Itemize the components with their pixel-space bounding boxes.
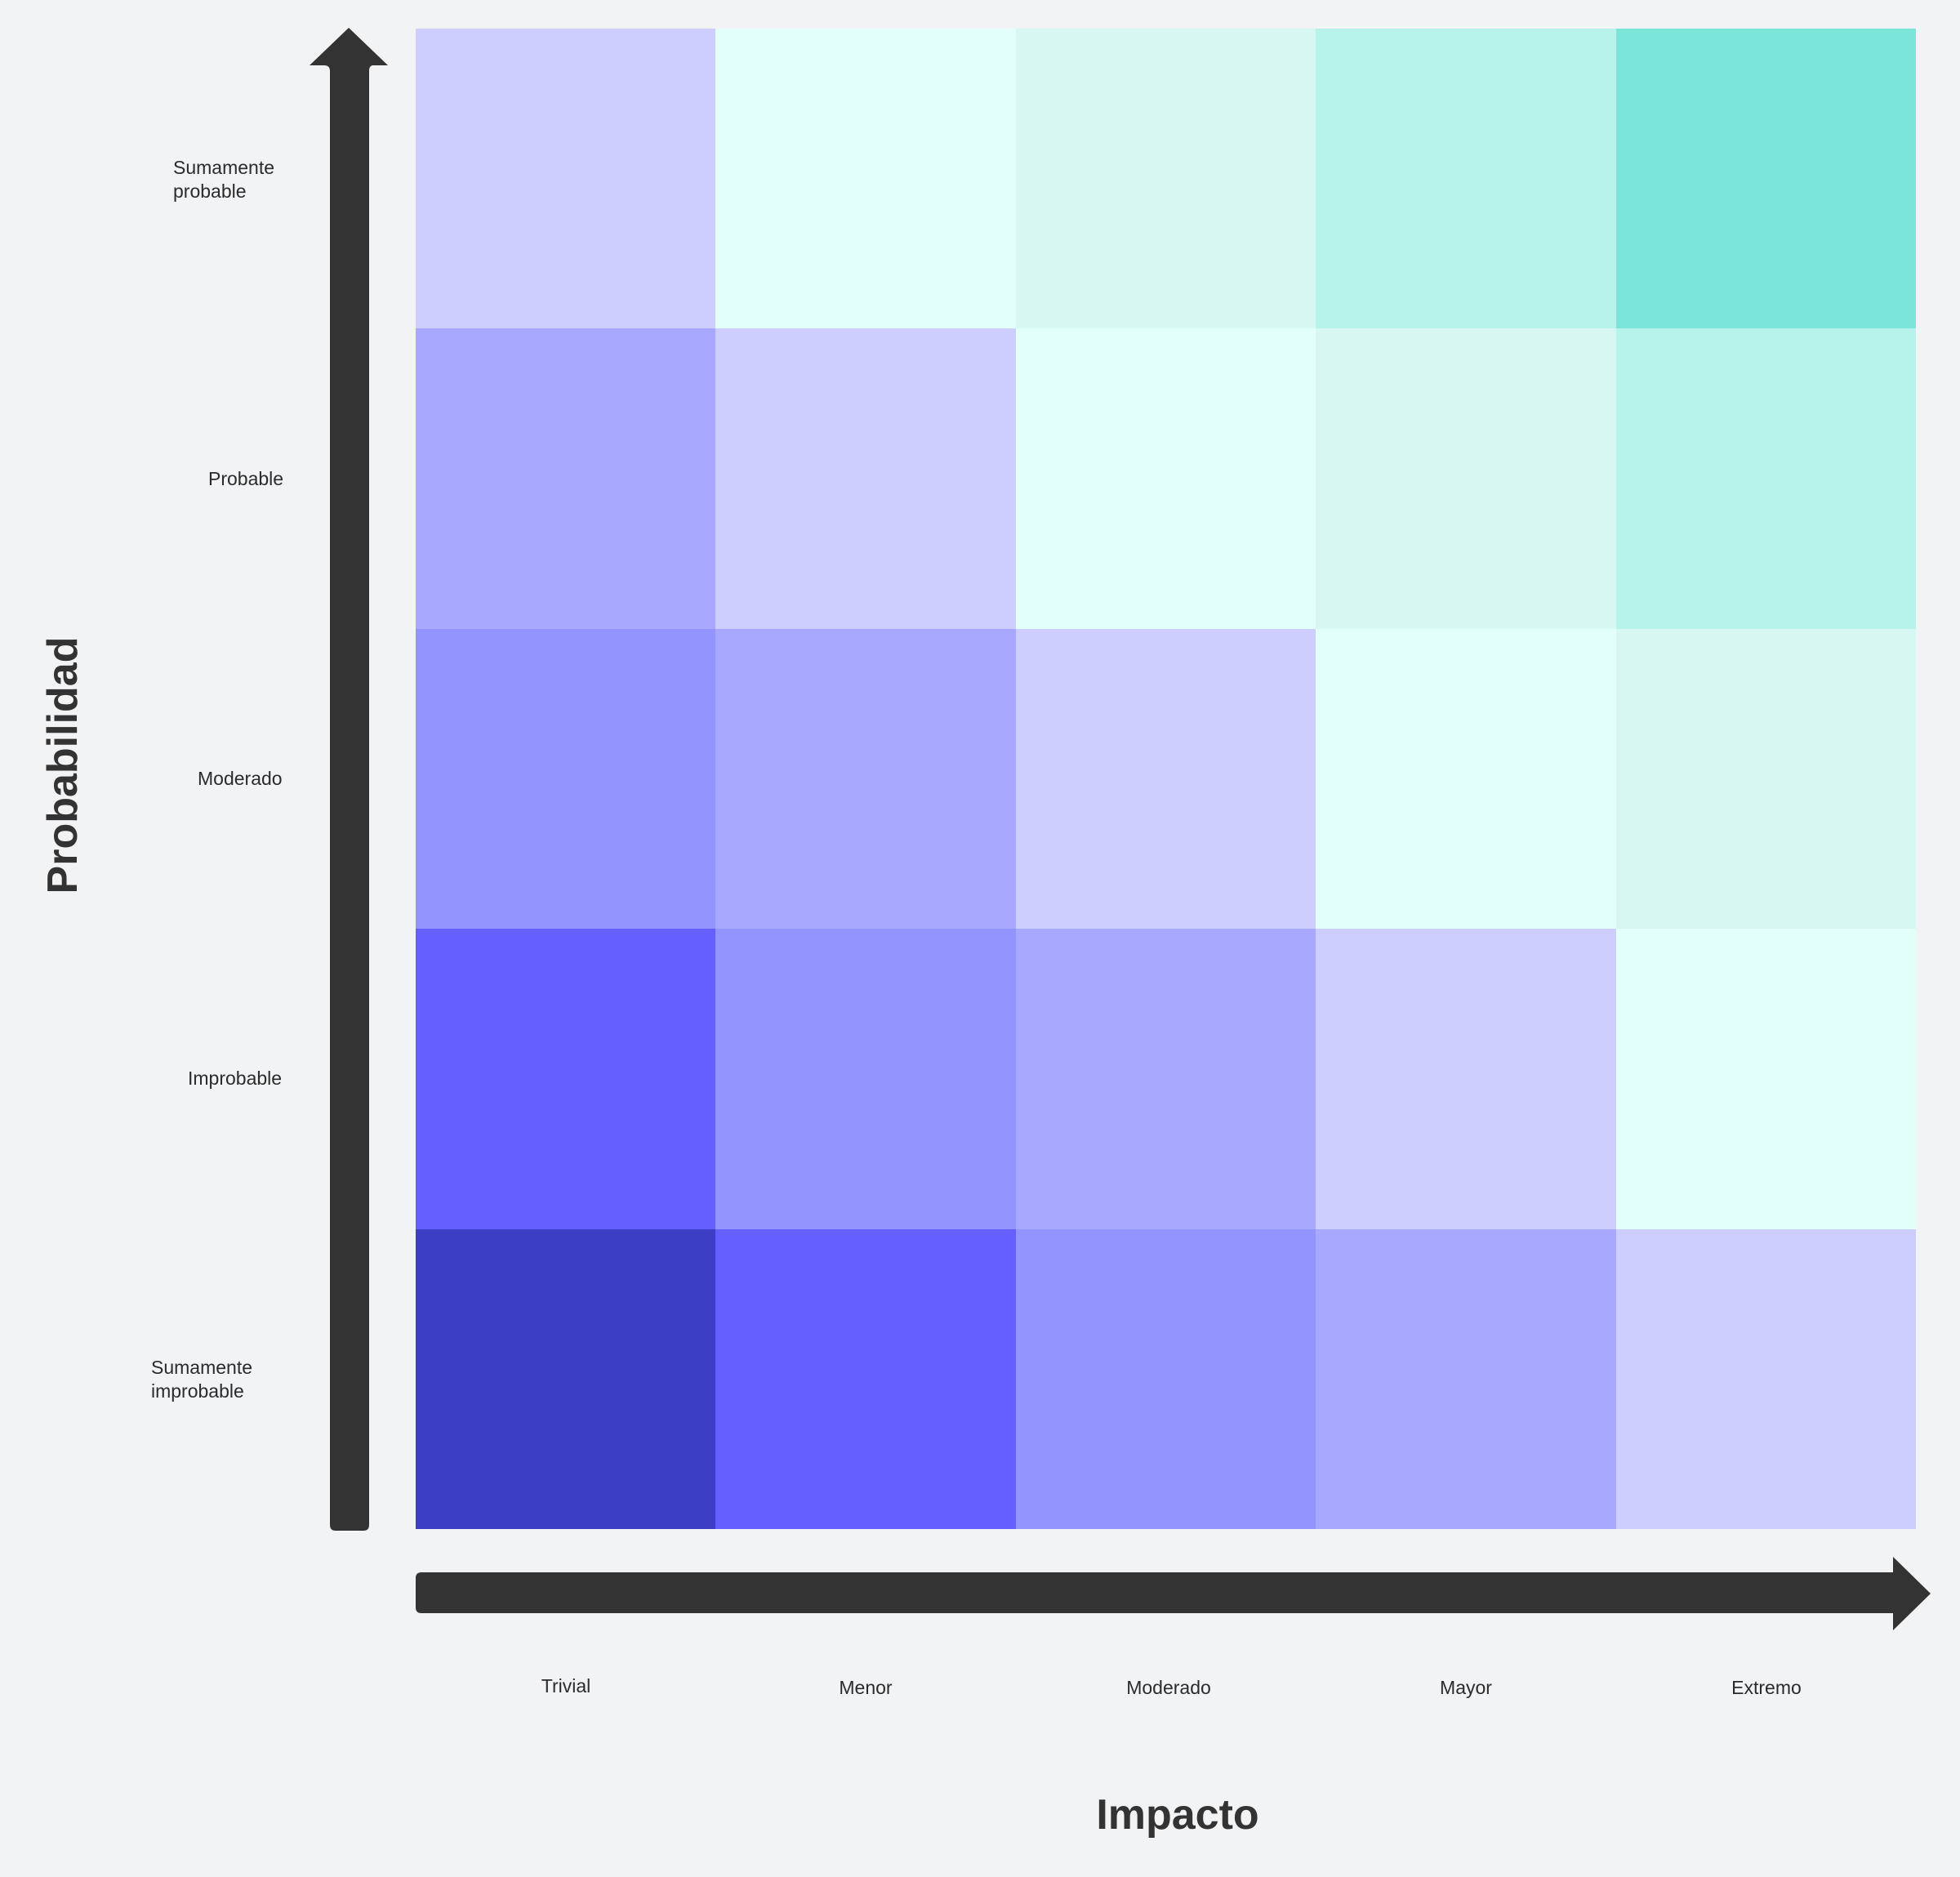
matrix-cell-moderado-trivial bbox=[416, 628, 716, 930]
matrix-cell-improbable-extremo bbox=[1615, 929, 1916, 1229]
matrix-cell-improbable-mayor bbox=[1316, 929, 1616, 1229]
matrix-cell-probable-menor bbox=[715, 328, 1016, 629]
matrix-cell-sumamente-improbable-menor bbox=[715, 1228, 1016, 1529]
risk-matrix bbox=[416, 29, 1916, 1529]
matrix-cell-sumamente-probable-moderado bbox=[1015, 29, 1316, 329]
matrix-cell-probable-mayor bbox=[1316, 328, 1616, 629]
y-axis-title: Probabilidad bbox=[39, 636, 87, 894]
matrix-cell-sumamente-probable-extremo bbox=[1615, 29, 1916, 329]
y-axis-arrow bbox=[310, 28, 388, 1531]
matrix-cell-sumamente-improbable-moderado bbox=[1015, 1228, 1316, 1529]
matrix-cell-probable-moderado bbox=[1015, 328, 1316, 629]
y-tick-sumamente-improbable: Sumamente improbable bbox=[151, 1357, 253, 1402]
matrix-cell-probable-trivial bbox=[416, 328, 716, 629]
y-tick-moderado: Moderado bbox=[198, 768, 283, 789]
y-tick-sumamente-probable: Sumamente probable bbox=[173, 157, 275, 202]
y-tick-improbable: Improbable bbox=[188, 1068, 283, 1089]
matrix-cell-moderado-extremo bbox=[1615, 628, 1916, 930]
x-axis-arrow bbox=[416, 1557, 1931, 1630]
matrix-cell-moderado-moderado bbox=[1015, 628, 1316, 930]
x-tick-moderado: Moderado bbox=[1126, 1677, 1211, 1698]
matrix-cell-moderado-mayor bbox=[1316, 628, 1616, 930]
matrix-cell-sumamente-probable-menor bbox=[715, 29, 1016, 329]
matrix-cell-probable-extremo bbox=[1615, 328, 1916, 629]
x-tick-extremo: Extremo bbox=[1731, 1677, 1802, 1698]
x-tick-menor: Menor bbox=[839, 1677, 893, 1698]
x-tick-trivial: Trivial bbox=[541, 1675, 591, 1696]
y-tick-probable: Probable bbox=[208, 468, 284, 489]
matrix-cell-improbable-moderado bbox=[1015, 929, 1316, 1229]
matrix-cell-improbable-menor bbox=[715, 929, 1016, 1229]
matrix-cell-sumamente-probable-mayor bbox=[1316, 29, 1616, 329]
matrix-cell-sumamente-improbable-mayor bbox=[1316, 1228, 1616, 1529]
matrix-cell-sumamente-improbable-extremo bbox=[1615, 1228, 1916, 1529]
matrix-cell-sumamente-improbable-trivial bbox=[416, 1228, 716, 1529]
matrix-cell-improbable-trivial bbox=[416, 929, 716, 1229]
matrix-cell-sumamente-probable-trivial bbox=[416, 29, 716, 329]
x-axis-title: Impacto bbox=[1096, 1791, 1259, 1839]
matrix-cell-moderado-menor bbox=[715, 628, 1016, 930]
x-tick-mayor: Mayor bbox=[1440, 1677, 1492, 1698]
